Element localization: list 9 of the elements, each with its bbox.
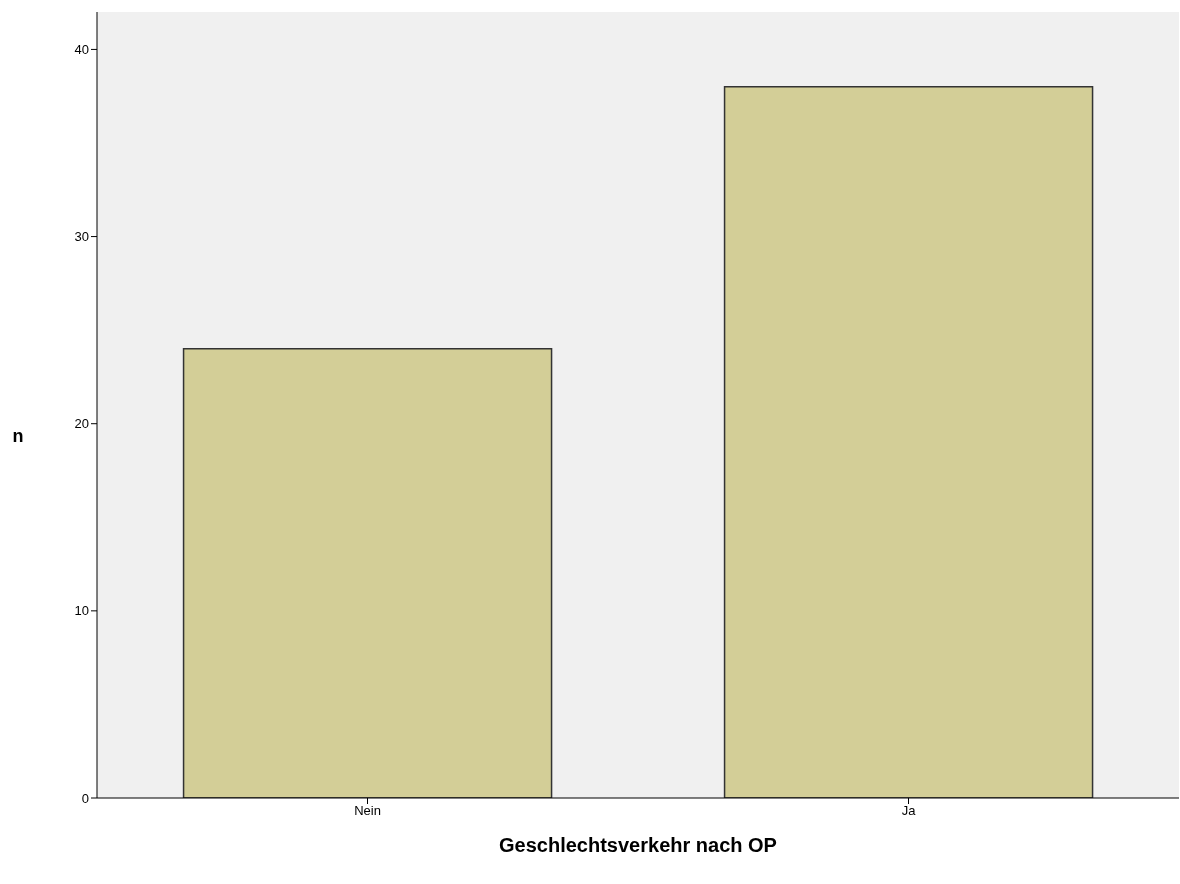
y-tick-label: 0 [81, 790, 89, 806]
x-axis-title: Geschlechtsverkehr nach OP [498, 834, 778, 857]
y-tick-label: 30 [74, 229, 89, 245]
x-tick-label: Nein [354, 803, 381, 819]
y-axis-title: n [11, 426, 25, 447]
y-tick-label: 40 [74, 42, 89, 58]
y-tick-label: 10 [74, 603, 89, 619]
y-tick-label: 20 [74, 416, 89, 432]
x-tick-label: Ja [901, 803, 917, 819]
